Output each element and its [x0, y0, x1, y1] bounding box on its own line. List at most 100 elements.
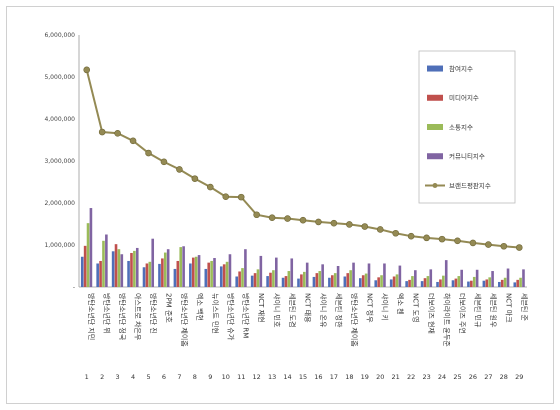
legend-label: 브랜드평판지수: [449, 181, 491, 190]
bar-15-s1: [297, 278, 300, 287]
category-label: 2PM 준호: [164, 293, 172, 323]
bar-21-s4: [398, 265, 402, 287]
bar-27-s2: [485, 279, 489, 287]
bar-28-s4: [506, 268, 510, 287]
bar-15-s2: [300, 274, 303, 287]
bar-18-s4: [352, 262, 355, 287]
bar-6-s1: [158, 263, 161, 287]
category-label: 더보이즈 현재: [427, 293, 436, 334]
line-point-9: [207, 183, 214, 191]
bar-23-s3: [426, 276, 430, 287]
bar-19-s3: [364, 273, 368, 287]
bar-18-s2: [346, 273, 350, 287]
bar-8-s3: [194, 256, 198, 287]
category-label: 방탄소년단 지민: [87, 293, 96, 340]
bar-22-s3: [411, 276, 414, 287]
legend-label: 미디어지수: [449, 93, 479, 102]
category-label: 방탄소년단 제이홉: [350, 293, 359, 347]
bar-3-s2: [114, 244, 118, 287]
bar-6-s4: [166, 249, 170, 287]
bar-11-s2: [238, 271, 241, 287]
index-label: 24: [438, 373, 446, 381]
index-label: 14: [283, 373, 291, 381]
bar-25-s2: [454, 278, 458, 287]
category-label: 세븐틴 민규: [473, 293, 482, 328]
index-label: 20: [376, 373, 384, 381]
bar-13-s2: [269, 272, 272, 287]
legend-swatch: [427, 65, 443, 72]
y-tick-label: 1,000,000: [44, 242, 75, 249]
index-label: 21: [392, 373, 400, 381]
line-point-25: [454, 237, 461, 245]
bar-2-s4: [105, 234, 108, 287]
y-tick-label: 4,000,000: [44, 116, 75, 123]
index-label: 10: [222, 373, 230, 381]
bar-17-s4: [336, 266, 340, 287]
line-point-22: [407, 232, 415, 240]
bar-9-s2: [207, 262, 211, 287]
bar-23-s1: [420, 281, 424, 287]
bar-16-s3: [318, 271, 322, 287]
line-point-5: [145, 149, 152, 157]
category-label: 엑소 첸: [396, 293, 405, 315]
category-label: 샤이니 키: [381, 293, 390, 321]
category-label: NCT 정우: [365, 293, 374, 323]
bar-6-s3: [163, 252, 167, 287]
line-point-8: [191, 175, 199, 182]
bar-11-s3: [241, 268, 244, 287]
line-point-14: [284, 215, 291, 222]
bar-27-s1: [482, 280, 486, 287]
bar-5-s3: [148, 261, 152, 287]
category-label: 방탄소년단 RM: [242, 293, 251, 338]
index-label: 26: [469, 373, 477, 381]
index-label: 25: [453, 373, 461, 381]
line-point-15: [299, 216, 307, 224]
index-label: 2: [100, 373, 104, 381]
y-tick-label: 3,000,000: [44, 158, 75, 165]
bar-7-s4: [182, 246, 185, 287]
y-tick-label: 2,000,000: [44, 200, 75, 207]
bar-28-s3: [503, 277, 507, 287]
index-label: 29: [515, 373, 523, 381]
bar-29-s2: [516, 279, 519, 287]
bar-4-s1: [127, 260, 130, 287]
category-label: 샤이니 온유: [319, 293, 328, 328]
category-label: 방탄소년단 슈가: [226, 293, 235, 341]
bar-3-s1: [111, 251, 115, 287]
bar-16-s1: [312, 276, 316, 287]
bar-8-s4: [197, 255, 201, 287]
line-point-7: [176, 166, 183, 173]
bar-25-s4: [460, 269, 463, 287]
bar-26-s3: [472, 276, 476, 287]
bar-29-s4: [522, 269, 525, 287]
legend-label: 참여지수: [449, 64, 473, 73]
bar-4-s2: [130, 252, 133, 287]
bar-1-s2: [83, 245, 87, 287]
index-label: 6: [162, 373, 166, 381]
bar-8-s1: [189, 263, 192, 287]
line-point-3: [114, 129, 121, 137]
category-label: 샤이니 민호: [273, 293, 282, 328]
bar-22-s4: [414, 270, 417, 287]
bar-21-s3: [395, 274, 399, 287]
legend-marker: [432, 182, 438, 188]
bar-20-s4: [383, 263, 386, 287]
line-point-1: [83, 66, 91, 74]
index-label: 15: [299, 373, 307, 381]
category-label: NCT 재현: [257, 293, 265, 323]
bar-24-s2: [439, 279, 442, 287]
bar-24-s1: [436, 281, 439, 287]
index-label: 1: [85, 373, 89, 381]
bar-10-s1: [219, 266, 223, 287]
bar-18-s3: [349, 270, 352, 287]
y-tick-label: -: [73, 284, 75, 291]
y-tick-label: 5,000,000: [44, 74, 75, 81]
bar-20-s2: [377, 277, 380, 287]
bar-1-s1: [80, 256, 84, 287]
bar-2-s3: [102, 240, 105, 287]
line-point-23: [423, 234, 430, 242]
bar-28-s1: [498, 281, 501, 287]
bar-12-s2: [253, 273, 257, 287]
bar-17-s3: [333, 273, 337, 287]
bar-13-s4: [275, 257, 278, 287]
